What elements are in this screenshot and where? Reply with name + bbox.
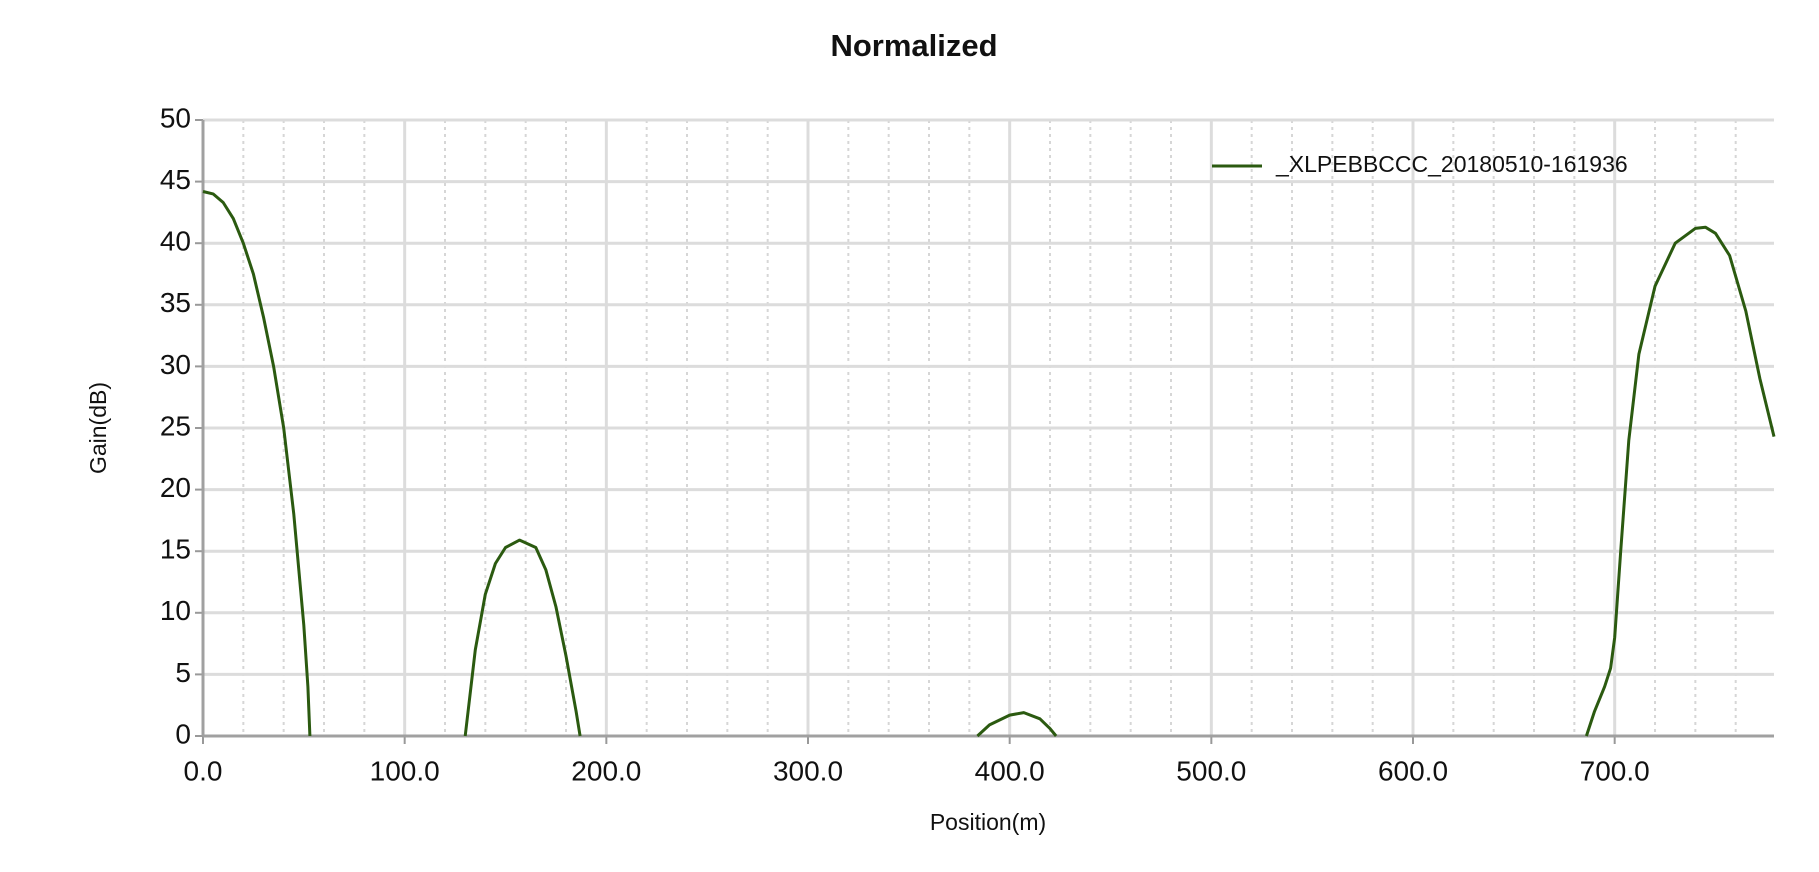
- y-tick-label: 20: [160, 472, 191, 503]
- x-tick-label: 400.0: [975, 755, 1045, 786]
- x-tick-label: 0.0: [184, 755, 223, 786]
- x-tick-label: 700.0: [1580, 755, 1650, 786]
- y-tick-label: 0: [175, 718, 191, 749]
- chart-title: Normalized: [830, 28, 997, 63]
- y-tick-label: 35: [160, 287, 191, 318]
- y-tick-label: 40: [160, 226, 191, 257]
- x-tick-label: 500.0: [1176, 755, 1246, 786]
- y-tick-label: 10: [160, 595, 191, 626]
- x-tick-label: 600.0: [1378, 755, 1448, 786]
- x-tick-label: 300.0: [773, 755, 843, 786]
- y-tick-label: 25: [160, 410, 191, 441]
- x-tick-label: 200.0: [571, 755, 641, 786]
- y-tick-label: 50: [160, 102, 191, 133]
- legend-label: _XLPEBBCCC_20180510-161936: [1275, 151, 1628, 177]
- y-tick-label: 15: [160, 534, 191, 565]
- data-line: [202, 190, 1776, 738]
- y-tick-label: 45: [160, 164, 191, 195]
- y-tick-label: 30: [160, 349, 191, 380]
- y-axis-label: Gain(dB): [85, 382, 111, 474]
- x-axis-label: Position(m): [930, 809, 1046, 835]
- y-tick-label: 5: [175, 657, 191, 688]
- x-tick-label: 100.0: [370, 755, 440, 786]
